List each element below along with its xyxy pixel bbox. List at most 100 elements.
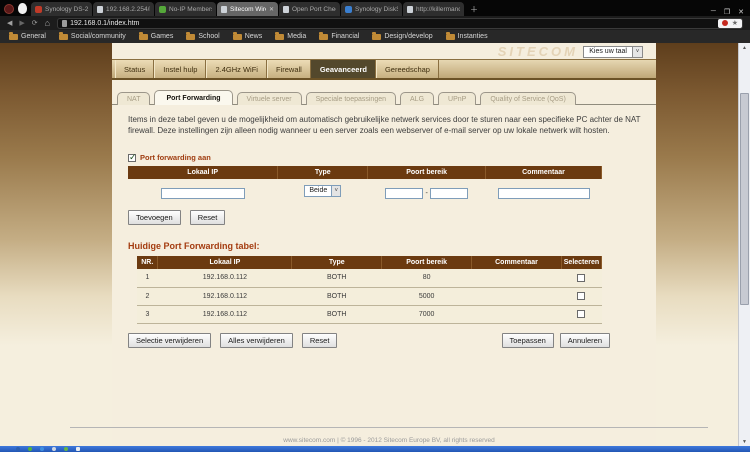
bookmark-folder[interactable]: Social/community [58, 31, 126, 40]
taskbar-icon[interactable] [28, 447, 32, 451]
forward-icon[interactable]: ▶ [19, 19, 25, 27]
scroll-up-icon[interactable]: ▲ [742, 45, 747, 51]
restore-button[interactable]: ❐ [723, 9, 731, 16]
bookmark-folder[interactable]: School [186, 31, 220, 40]
taskbar-icon[interactable] [16, 447, 20, 451]
taskbar-icon[interactable] [52, 447, 56, 451]
table-row: 2 192.168.0.112 BOTH 5000 [137, 287, 602, 306]
adblock-icon[interactable] [721, 20, 728, 26]
cell-ip: 192.168.0.112 [157, 287, 292, 306]
scroll-down-icon[interactable]: ▼ [742, 439, 747, 445]
tab-instel-hulp[interactable]: Instel hulp [154, 60, 207, 78]
browser-tab[interactable]: No-IP Members Portal [155, 2, 216, 16]
bookmark-folder[interactable]: News [232, 31, 262, 40]
port-to-input[interactable] [429, 188, 468, 200]
reload-icon[interactable]: ⟳ [31, 19, 38, 27]
close-button[interactable]: ✕ [738, 9, 744, 16]
browser-navbar: ◀ ▶ ⟳ ⌂ 192.168.0.1/index.htm ★ [0, 16, 750, 30]
pinned-tabs [0, 3, 31, 16]
tab-panel: NAT Port Forwarding Virtuele server Spec… [112, 82, 656, 452]
synology-favicon [345, 5, 352, 13]
synology-favicon [35, 5, 42, 13]
subtab-nat[interactable]: NAT [117, 92, 151, 105]
tab-firewall[interactable]: Firewall [266, 60, 311, 78]
browser-tab[interactable]: http://killermand.no- [403, 2, 464, 16]
minimize-button[interactable]: ─ [710, 8, 716, 15]
toepassen-button[interactable]: Toepassen [501, 332, 554, 348]
commentaar-input[interactable] [497, 188, 590, 200]
pinned-tab-icon[interactable] [18, 3, 27, 14]
new-tab-button[interactable]: ＋ [470, 5, 478, 14]
subtab-upnp[interactable]: UPnP [438, 92, 477, 105]
row-checkbox[interactable] [577, 310, 586, 319]
row-checkbox[interactable] [577, 273, 586, 282]
bookmark-label: General [21, 33, 46, 40]
bookmark-folder[interactable]: Design/develop [372, 31, 433, 40]
col-type: Type [291, 256, 383, 270]
col-poort-bereik: Poort bereik [381, 256, 473, 270]
noip-favicon [159, 5, 166, 13]
port-from-input[interactable] [385, 188, 424, 200]
bookmark-folder[interactable]: Instanties [445, 31, 488, 40]
row-checkbox[interactable] [577, 292, 586, 301]
windows-taskbar[interactable] [0, 446, 750, 452]
browser-tab[interactable]: Synology DiskStation - [341, 2, 402, 16]
subtab-virtuele-server[interactable]: Virtuele server [236, 92, 302, 105]
col-type: Type [277, 166, 369, 180]
page-viewport: SITECOM Kies uw taal ˅ Status Instel hul… [0, 43, 750, 452]
taskbar-icon[interactable] [40, 447, 44, 451]
address-bar[interactable]: 192.168.0.1/index.htm ★ [57, 17, 743, 29]
home-icon[interactable]: ⌂ [44, 17, 51, 28]
subtab-port-forwarding[interactable]: Port Forwarding [154, 90, 233, 105]
description-text: Items in deze tabel geven u de mogelijkh… [128, 115, 641, 135]
reset-button[interactable]: Reset [189, 210, 226, 226]
port-forwarding-checkbox[interactable]: ✓ [128, 151, 137, 162]
cell-type: BOTH [291, 287, 382, 306]
tab-geavanceerd[interactable]: Geavanceerd [310, 60, 376, 78]
language-select[interactable]: Kies uw taal ˅ [583, 46, 643, 58]
bookmark-folder[interactable]: Games [138, 31, 173, 40]
browser-tab-active[interactable]: Sitecom Wireless Gigab ✕ [217, 2, 278, 16]
type-select[interactable]: Beide ˅ [304, 184, 342, 197]
tab-title: Open Port Check Tool [292, 5, 336, 13]
bookmark-folder[interactable]: Financial [319, 31, 359, 40]
cell-port: 80 [381, 269, 472, 288]
page-favicon [97, 5, 103, 13]
browser-tab[interactable]: Synology DS-210j - Aan [31, 2, 92, 16]
toevoegen-button[interactable]: Toevoegen [128, 210, 181, 226]
check-icon: ✓ [129, 151, 137, 162]
reset-button[interactable]: Reset [301, 332, 338, 348]
enable-label: Port forwarding aan [140, 153, 211, 163]
alles-verwijderen-button[interactable]: Alles verwijderen [220, 332, 293, 348]
pinned-tab-icon[interactable] [4, 3, 14, 14]
tab-close-icon[interactable]: ✕ [268, 6, 274, 13]
subtab-qos[interactable]: Quality of Service (QoS) [480, 92, 576, 105]
selectie-verwijderen-button[interactable]: Selectie verwijderen [128, 332, 212, 348]
taskbar-icon[interactable] [64, 447, 68, 451]
window-controls: ─ ❐ ✕ [711, 6, 750, 16]
omnibox-chip: ★ [717, 18, 742, 28]
browser-tab[interactable]: Open Port Check Tool [279, 2, 340, 16]
lokaal-ip-input[interactable] [160, 188, 245, 200]
subtab-alg[interactable]: ALG [400, 92, 435, 105]
cell-comment [471, 287, 562, 306]
bookmark-folder[interactable]: General [9, 31, 46, 40]
subtab-speciale-toepassingen[interactable]: Speciale toepassingen [305, 92, 397, 105]
tab-status[interactable]: Status [115, 60, 155, 78]
footer-text: www.sitecom.com | © 1996 - 2012 Sitecom … [283, 437, 495, 444]
back-icon[interactable]: ◀ [7, 19, 13, 27]
tab-gereedschap[interactable]: Gereedschap [375, 60, 439, 78]
taskbar-icon[interactable] [76, 447, 80, 451]
enable-row: ✓ Port forwarding aan [128, 151, 650, 163]
bookmark-label: Design/develop [384, 33, 433, 40]
tab-wifi[interactable]: 2.4GHz WiFi [206, 60, 267, 78]
col-poort-bereik: Poort bereik [367, 166, 487, 180]
annuleren-button[interactable]: Annuleren [559, 332, 610, 348]
bookmark-star-icon[interactable]: ★ [731, 19, 738, 27]
scrollbar-thumb[interactable] [740, 93, 749, 305]
page-scrollbar[interactable]: ▲ ▼ [738, 43, 750, 452]
add-rule-table: Lokaal IP Type Poort bereik Commentaar B… [128, 166, 602, 203]
url-text[interactable]: 192.168.0.1/index.htm [70, 19, 140, 27]
browser-tab[interactable]: 192.168.2.254/index.stm [93, 2, 154, 16]
bookmark-folder[interactable]: Media [275, 31, 306, 40]
